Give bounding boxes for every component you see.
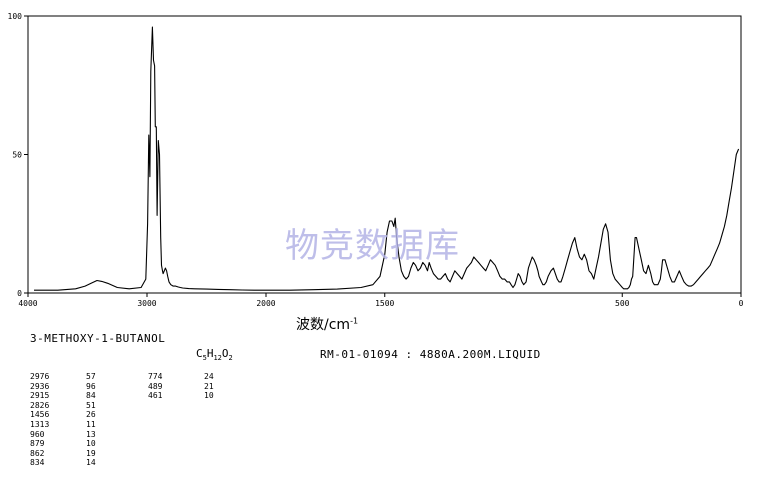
peak-wavenumber: 2915	[30, 391, 50, 401]
watermark: 物竞数据库	[285, 226, 460, 266]
peak-wavenumber: 960	[30, 429, 45, 439]
formula-o-count: 2	[228, 354, 233, 363]
peak-transmittance: 24	[204, 372, 214, 381]
peak-row: 2826 51	[30, 401, 96, 411]
spectrum-line	[34, 26, 740, 291]
x-axis-label: 波数/cm-1	[296, 314, 358, 334]
peak-wavenumber: 2976	[30, 372, 50, 381]
peak-transmittance: 13	[86, 429, 96, 439]
peak-wavenumber: 489	[148, 381, 163, 391]
x-tick-label: 3000	[137, 299, 156, 308]
record-info: RM-01-01094 : 4880A.200M.LIQUID	[320, 348, 541, 361]
peak-row: 489 21	[148, 382, 214, 392]
formula-h-count: 12	[213, 354, 222, 363]
peak-row: 834 14	[30, 458, 96, 468]
peak-wavenumber: 1456	[30, 410, 50, 420]
y-tick-label: 50	[12, 151, 22, 160]
peak-table-col1: 2976 57 2936 96 2915 84 2826 51 1456 26 1313 11 960 1…	[30, 372, 96, 468]
formula-h: H	[206, 347, 214, 360]
peak-row: 2976 57	[30, 372, 96, 382]
peak-transmittance: 51	[86, 400, 96, 410]
x-axis-ticks: 4000 3000 2000 1500 500 0	[18, 293, 744, 308]
peak-row: 1313 11	[30, 420, 96, 430]
formula-o: O	[221, 347, 229, 360]
peak-wavenumber: 774	[148, 372, 163, 381]
peak-wavenumber: 2826	[30, 400, 50, 410]
peak-transmittance: 57	[86, 372, 96, 381]
peak-transmittance: 14	[86, 458, 96, 468]
peak-row: 960 13	[30, 430, 96, 440]
x-tick-label: 4000	[18, 299, 37, 308]
compound-name: 3-METHOXY-1-BUTANOL	[30, 332, 166, 345]
molecular-formula: C5H12O2	[196, 347, 233, 362]
peak-transmittance: 96	[86, 381, 96, 391]
peak-transmittance: 11	[86, 419, 96, 429]
peak-transmittance: 19	[86, 448, 96, 458]
x-tick-label: 2000	[256, 299, 275, 308]
peak-wavenumber: 834	[30, 458, 45, 468]
peak-transmittance: 10	[204, 391, 214, 401]
y-axis-ticks: 100 50 0	[8, 12, 28, 298]
peak-transmittance: 84	[86, 391, 96, 401]
peak-row: 774 24	[148, 372, 214, 382]
formula-c: C	[196, 347, 203, 360]
peak-transmittance: 10	[86, 439, 96, 449]
y-tick-label: 0	[17, 289, 22, 298]
x-axis-label-main: 波数/cm	[296, 317, 351, 333]
x-axis-label-sup: -1	[350, 316, 359, 326]
peak-row: 461 10	[148, 391, 214, 401]
peak-row: 2915 84	[30, 391, 96, 401]
peak-table-col2: 774 24 489 21 461 10	[148, 372, 214, 401]
peak-wavenumber: 862	[30, 448, 45, 458]
peak-row: 2936 96	[30, 382, 96, 392]
peak-transmittance: 26	[86, 410, 96, 420]
peak-row: 879 10	[30, 439, 96, 449]
formula-c-count: 5	[202, 354, 207, 363]
x-tick-label: 0	[739, 299, 744, 308]
peak-wavenumber: 879	[30, 439, 45, 449]
peak-row: 1456 26	[30, 410, 96, 420]
x-tick-label: 500	[615, 299, 630, 308]
peak-wavenumber: 1313	[30, 419, 50, 429]
peak-row: 862 19	[30, 449, 96, 459]
peak-wavenumber: 461	[148, 391, 163, 401]
x-tick-label: 1500	[375, 299, 394, 308]
peak-wavenumber: 2936	[30, 381, 50, 391]
peak-transmittance: 21	[204, 381, 214, 391]
y-tick-label: 100	[8, 12, 23, 21]
